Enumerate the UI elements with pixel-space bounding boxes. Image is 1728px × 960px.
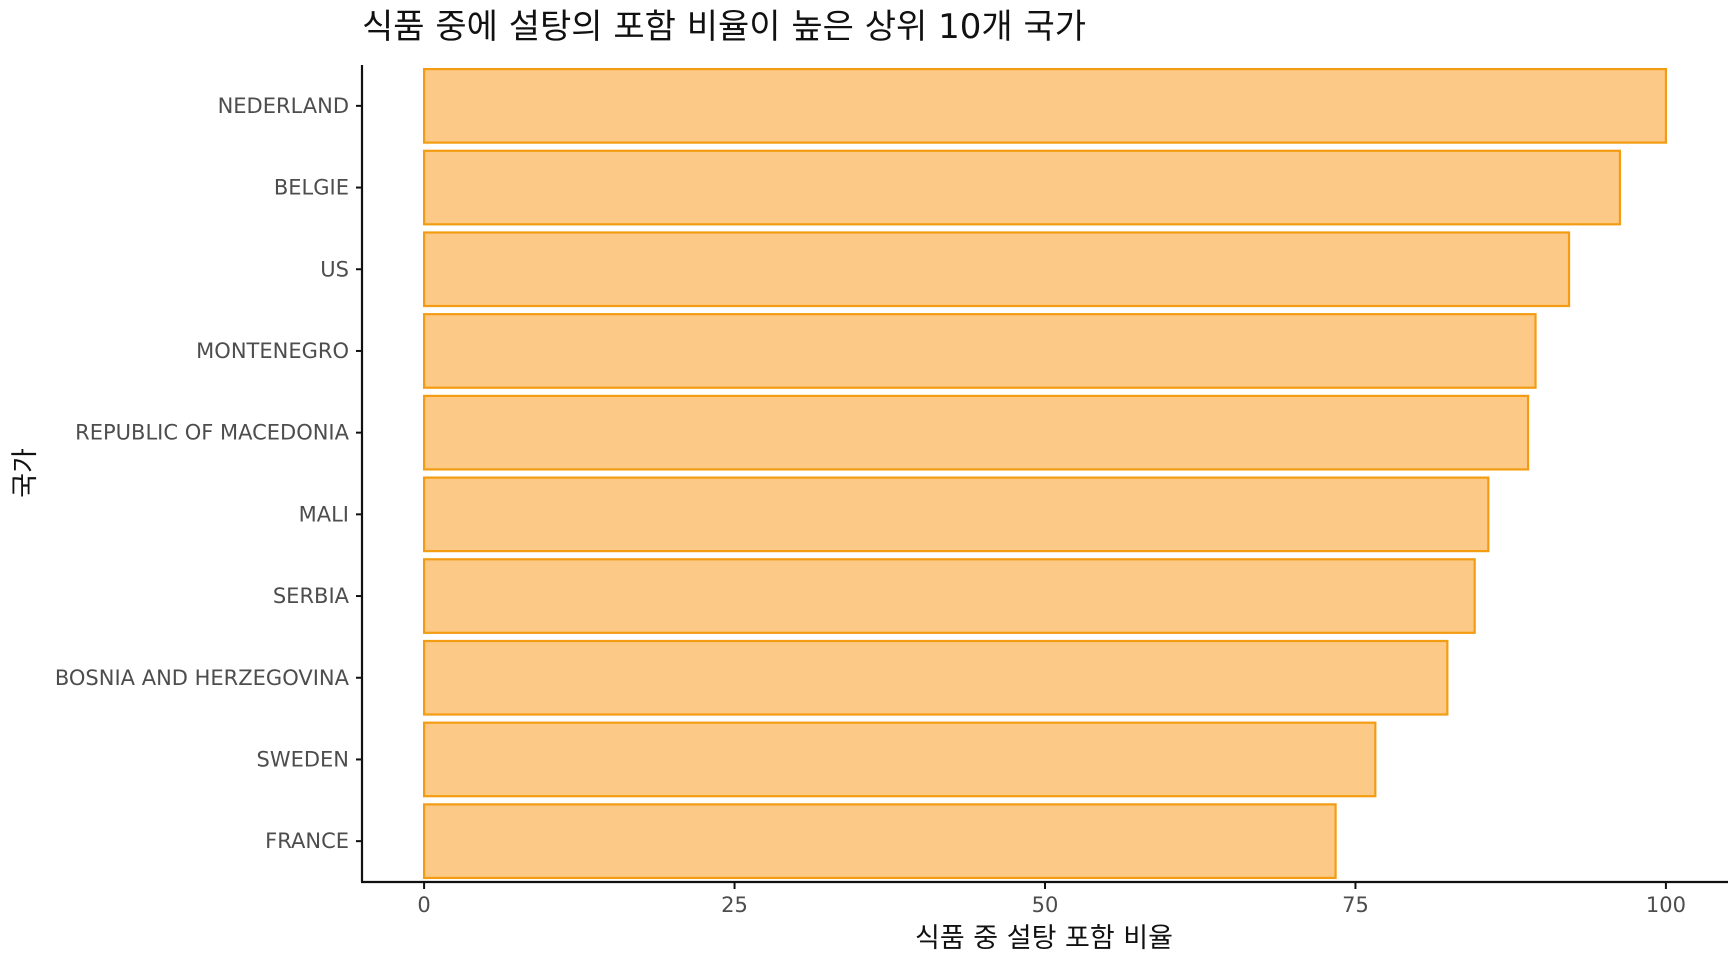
bar xyxy=(422,476,1490,553)
bar xyxy=(422,394,1530,471)
bars-group xyxy=(422,67,1668,880)
x-tick-label: 0 xyxy=(417,893,430,917)
y-tick-label: US xyxy=(320,257,349,281)
y-tick-label: REPUBLIC OF MACEDONIA xyxy=(75,421,349,445)
x-tick-label: 50 xyxy=(1032,893,1059,917)
x-axis-ticks: 0 25 50 75 100 xyxy=(417,882,1686,917)
y-axis-title: 국가 xyxy=(10,448,41,498)
x-tick-label: 75 xyxy=(1342,893,1369,917)
bar xyxy=(422,639,1449,716)
bar xyxy=(422,67,1668,144)
x-tick-label: 25 xyxy=(721,893,748,917)
x-axis-title: 식품 중 설탕 포함 비율 xyxy=(915,923,1173,954)
y-tick-label: SWEDEN xyxy=(256,747,349,771)
bar xyxy=(422,231,1571,308)
chart-title: 식품 중에 설탕의 포함 비율이 높은 상위 10개 국가 xyxy=(362,7,1086,47)
bar xyxy=(422,558,1476,634)
y-tick-label: MONTENEGRO xyxy=(196,339,349,363)
bar xyxy=(422,313,1537,389)
y-tick-label: FRANCE xyxy=(265,829,349,853)
y-tick-label: MALI xyxy=(299,502,349,526)
bar xyxy=(422,721,1377,798)
bar xyxy=(422,149,1622,226)
x-tick-label: 100 xyxy=(1646,893,1686,917)
y-tick-label: BOSNIA AND HERZEGOVINA xyxy=(55,666,350,690)
y-tick-label: NEDERLAND xyxy=(218,94,349,118)
y-tick-label: SERBIA xyxy=(273,584,350,608)
bar xyxy=(422,803,1337,880)
y-tick-label: BELGIE xyxy=(274,176,349,200)
y-axis-ticks: NEDERLAND BELGIE US MONTENEGRO REPUBLIC OF M… xyxy=(55,94,362,853)
